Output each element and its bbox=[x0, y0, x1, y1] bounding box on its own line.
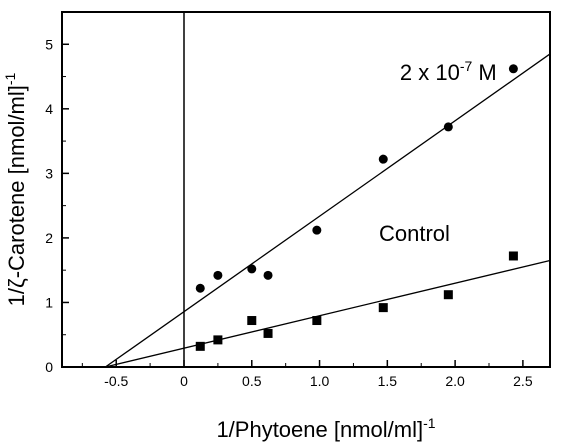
square-point bbox=[247, 316, 257, 326]
fit-line-1 bbox=[105, 259, 551, 368]
x-tick-label: 2.0 bbox=[445, 373, 465, 389]
circle-point bbox=[378, 154, 388, 164]
circle-point bbox=[213, 270, 223, 280]
y-tick-label: 1 bbox=[45, 294, 53, 310]
annotations: 2 x 10-7 M Control bbox=[379, 58, 497, 246]
annotation-1: Control bbox=[379, 221, 450, 246]
square-point bbox=[312, 316, 322, 326]
axis-ticks: -0.5 0 0.5 1.0 1.5 2.0 2.5 0 1 2 3 4 5 bbox=[45, 11, 533, 389]
x-tick-label: 1.5 bbox=[378, 373, 398, 389]
square-point bbox=[213, 335, 223, 345]
x-axis-label: 1/Phytoene [nmol/ml]-1 bbox=[216, 415, 435, 442]
y-tick-label: 3 bbox=[45, 165, 53, 181]
plot-frame bbox=[61, 11, 551, 368]
y-tick-label: 0 bbox=[45, 359, 53, 375]
x-tick-label: 0.5 bbox=[242, 373, 262, 389]
x-tick-label: -0.5 bbox=[104, 373, 128, 389]
x-tick-label: 0 bbox=[180, 373, 188, 389]
square-point bbox=[378, 303, 388, 313]
circle-point bbox=[312, 225, 322, 235]
y-tick-label: 5 bbox=[45, 36, 53, 52]
x-tick-label: 1.0 bbox=[310, 373, 330, 389]
square-point bbox=[508, 251, 518, 261]
x-tick-label: 2.5 bbox=[513, 373, 533, 389]
y-tick-label: 4 bbox=[45, 101, 53, 117]
square-point bbox=[195, 341, 205, 351]
circle-point bbox=[508, 64, 518, 74]
y-axis-label: 1/ζ-Carotene [nmol/ml]-1 bbox=[2, 72, 29, 306]
circle-point bbox=[247, 264, 257, 274]
circle-point bbox=[195, 283, 205, 293]
circle-point bbox=[443, 122, 453, 132]
fit-line-0 bbox=[105, 53, 551, 368]
square-point bbox=[263, 328, 273, 338]
fit-lines bbox=[105, 53, 551, 368]
y-tick-label: 2 bbox=[45, 230, 53, 246]
circle-point bbox=[263, 270, 273, 280]
square-point bbox=[443, 290, 453, 300]
annotation-0: 2 x 10-7 M bbox=[400, 58, 497, 85]
data-points bbox=[195, 64, 518, 351]
